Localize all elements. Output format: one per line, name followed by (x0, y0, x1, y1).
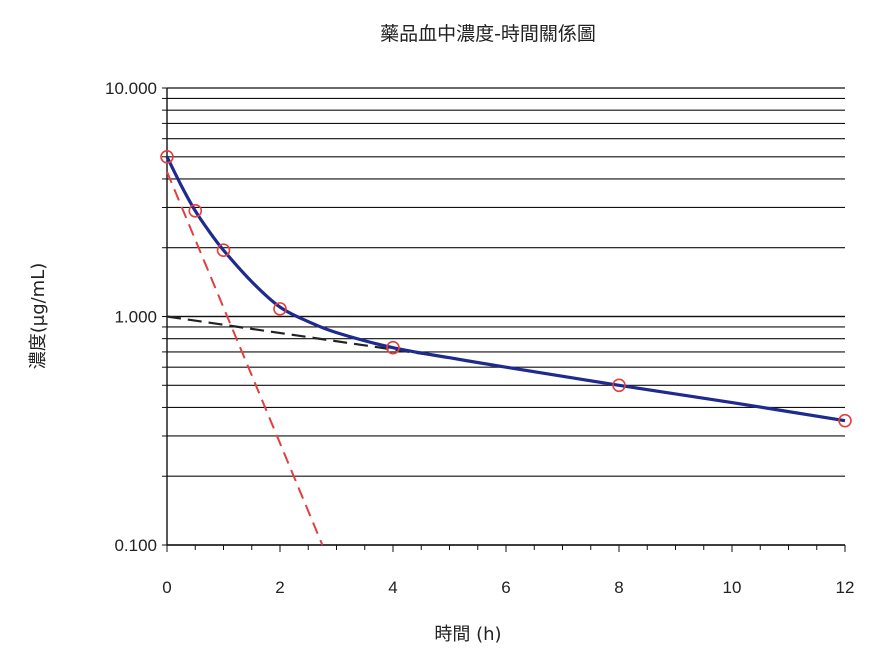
data-point-marker (386, 340, 400, 355)
x-tick-label: 8 (614, 578, 623, 597)
axes (162, 87, 846, 552)
y-tick-label: 1.000 (114, 308, 157, 327)
y-tick-label: 0.100 (114, 536, 157, 555)
tick-labels: 0 2 4 6 8 10 12 0.100 1.000 10.000 (105, 79, 854, 597)
data-point-marker (216, 243, 231, 258)
data-point-marker (612, 378, 626, 393)
y-axis-title: 濃度(μg/mL) (28, 263, 49, 370)
x-tick-label: 0 (162, 578, 171, 597)
fast-phase-dashed-line (166, 171, 324, 546)
chart-title: 藥品血中濃度-時間關係圖 (380, 23, 596, 45)
x-tick-label: 10 (723, 578, 742, 597)
data-point-marker (838, 413, 852, 428)
data-point-marker (273, 302, 287, 316)
x-tick-label: 12 (836, 578, 855, 597)
x-tick-label: 6 (501, 578, 510, 597)
x-tick-label: 2 (275, 578, 284, 597)
x-axis-title: 時間 (h) (434, 624, 501, 645)
series-layer (160, 149, 852, 546)
fitted-curve-line (165, 156, 846, 423)
data-point-marker (160, 149, 174, 164)
data-point-marker (188, 204, 203, 218)
grid-lines (167, 87, 845, 546)
y-tick-label: 10.000 (105, 79, 157, 98)
x-tick-label: 4 (388, 578, 397, 597)
